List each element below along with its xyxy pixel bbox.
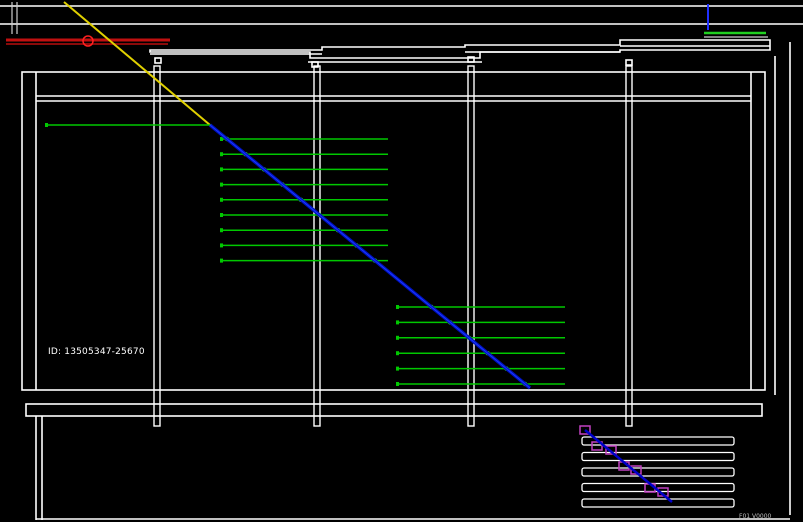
corner-status-text: F01 V0000 (739, 513, 772, 520)
zoom-hit-box (579, 425, 591, 435)
tendon-end-cap (220, 182, 223, 187)
zoom-hit-box (630, 465, 642, 475)
tendon-end-cap (396, 351, 399, 356)
tendon-end-cap (220, 152, 223, 157)
zoom-bar (581, 498, 735, 508)
tendon-end-cap (220, 137, 223, 141)
tendon-end-cap (220, 243, 223, 248)
zoom-panel (581, 436, 735, 508)
tendon-end-cap (220, 167, 223, 172)
zoom-hit-box (591, 441, 603, 451)
zoom-bar (581, 451, 735, 462)
tendon-end-cap (396, 320, 399, 325)
tendon-end-cap (396, 335, 399, 340)
scattered-path-core (209, 124, 531, 389)
entry-tendon-cap (45, 123, 48, 127)
red-reference-marker (6, 35, 170, 47)
zoom-path (584, 429, 673, 503)
support-post (625, 65, 633, 427)
tendon-end-cap (220, 228, 223, 233)
tendon-end-cap (396, 366, 399, 371)
tendon-end-cap (220, 258, 223, 263)
zoom-hit-markers (579, 425, 673, 503)
tendon-end-cap (396, 382, 399, 386)
incident-track (63, 1, 211, 126)
tendon-end-cap (220, 197, 223, 202)
zoom-bar (581, 436, 735, 446)
support-post (467, 65, 475, 427)
top-beam-assembly (149, 39, 771, 68)
tendon-end-cap (396, 305, 399, 309)
main-chamber-frame (21, 71, 766, 391)
support-post (153, 65, 161, 427)
zoom-bar (581, 467, 735, 477)
event-id-label: ID: 13505347-25670 (48, 347, 145, 357)
axis-indicator-icon (704, 4, 768, 38)
tendon-end-cap (220, 213, 223, 217)
zoom-hit-box (605, 445, 617, 455)
lower-bench (25, 403, 790, 520)
